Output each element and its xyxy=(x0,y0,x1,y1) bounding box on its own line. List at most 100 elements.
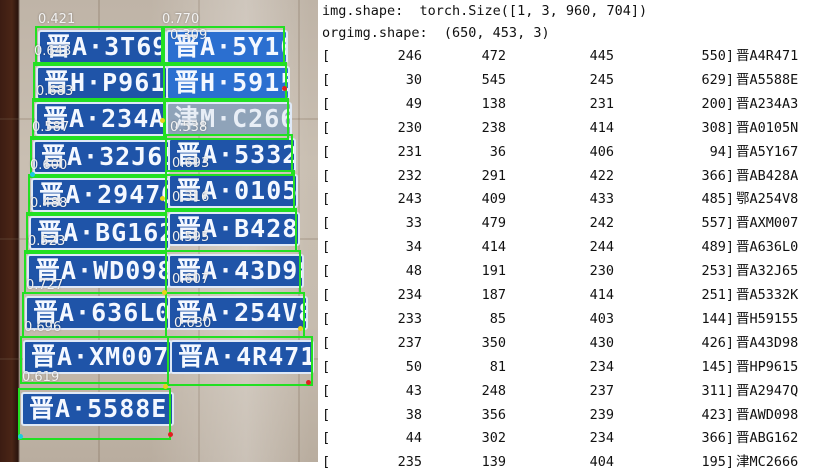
bbox-y1-value: 238 xyxy=(481,119,506,136)
bbox-x2-value: 414 xyxy=(589,287,614,303)
license-plate: 晋A·BG162 xyxy=(29,216,170,250)
row-bracket: [ xyxy=(322,358,331,375)
license-plate: 晋A·XM007 xyxy=(23,340,172,374)
detection-row: [33 479 242 557] 晋AXM007 xyxy=(322,212,812,236)
row-bracket: [ xyxy=(322,167,331,184)
plate-number-text: 津MC2666 xyxy=(736,454,799,471)
confidence-score: 0.619 xyxy=(22,370,60,385)
bbox-y1-value: 138 xyxy=(481,95,506,112)
confidence-score: 0.607 xyxy=(172,272,210,287)
bbox-x2-value: 244 xyxy=(589,239,614,256)
keypoint-dot xyxy=(298,326,303,331)
row-bracket: [ xyxy=(322,143,331,160)
bbox-x2-value: 234 xyxy=(589,358,614,375)
confidence-score: 0.595 xyxy=(172,230,210,245)
plate-number-text: 晋AB428A xyxy=(736,167,799,184)
plate-number-text: 晋A0105N xyxy=(736,119,799,136)
license-plate: 晋A·WD098 xyxy=(27,254,170,288)
detection-row: [243 409 433 485] 鄂A254V8 xyxy=(322,188,812,212)
bbox-x2-value: 433 xyxy=(589,191,614,208)
bbox-y2-value: 145] xyxy=(701,358,734,375)
detection-row: [49 138 231 200] 晋A234A3 xyxy=(322,93,812,117)
row-bracket: [ xyxy=(322,310,331,327)
row-bracket: [ xyxy=(322,95,331,112)
detection-row: [233 85 403 144] 晋H59155 xyxy=(322,308,812,332)
bbox-y2-value: 423] xyxy=(701,406,734,423)
plate-number-text: 晋A5Y167 xyxy=(736,143,799,160)
bbox-x2-value: 414 xyxy=(589,119,614,136)
confidence-score: 0.630 xyxy=(174,316,212,331)
bbox-x2-value: 234 xyxy=(589,430,614,447)
plate-number-text: 晋A234A3 xyxy=(736,95,799,112)
keypoint-dot xyxy=(168,432,173,437)
bbox-y2-value: 489] xyxy=(701,239,734,256)
plate-number-text: 晋ABG162 xyxy=(736,430,799,447)
bbox-x1-value: 33 xyxy=(405,215,422,232)
keypoint-dot xyxy=(162,290,167,295)
confidence-score: 0.643 xyxy=(34,44,72,59)
confidence-score: 0.316 xyxy=(172,190,210,205)
row-bracket: [ xyxy=(322,406,331,423)
license-plate: 晋A·636L0 xyxy=(25,296,170,330)
row-bracket: [ xyxy=(322,119,331,136)
keypoint-dot xyxy=(18,434,23,439)
license-plate: 晋A·32J65 xyxy=(33,140,170,174)
row-bracket: [ xyxy=(322,215,331,232)
detection-row: [246 472 445 550] 晋A4R471 xyxy=(322,45,812,69)
detection-result-image: 晋A·3T690 晋H·P9615 晋A·234A3 晋A·32J65 晋A·2… xyxy=(0,0,318,462)
license-plate: 晋H·P9615 xyxy=(36,66,168,100)
bbox-x2-value: 406 xyxy=(589,143,614,160)
bbox-y2-value: 366] xyxy=(701,430,734,447)
bbox-y1-value: 291 xyxy=(481,167,506,184)
keypoint-dot xyxy=(282,86,287,91)
bbox-x2-value: 245 xyxy=(589,71,614,88)
confidence-score: 0.538 xyxy=(170,120,208,135)
license-plate: 晋A·5Y167 xyxy=(166,30,288,64)
bbox-y1-value: 414 xyxy=(481,239,506,256)
bbox-x2-value: 231 xyxy=(589,95,614,112)
row-bracket: [ xyxy=(322,191,331,208)
bbox-y2-value: 557] xyxy=(701,215,734,232)
bbox-y1-value: 356 xyxy=(481,406,506,423)
bbox-x1-value: 235 xyxy=(397,454,422,471)
keypoint-dot xyxy=(306,380,311,385)
bbox-x2-value: 430 xyxy=(589,334,614,351)
detection-row: [231 36 406 94] 晋A5Y167 xyxy=(322,141,812,165)
row-bracket: [ xyxy=(322,334,331,351)
bbox-y1-value: 350 xyxy=(481,334,506,351)
bbox-x1-value: 34 xyxy=(405,239,422,256)
row-bracket: [ xyxy=(322,430,331,447)
bbox-y1-value: 191 xyxy=(481,263,506,280)
bbox-y1-value: 248 xyxy=(481,382,506,399)
console-output: img.shape: torch.Size([1, 3, 960, 704]) … xyxy=(318,0,820,470)
license-plate: 晋A·234A3 xyxy=(35,102,169,136)
bbox-x1-value: 234 xyxy=(397,287,422,303)
keypoint-dot xyxy=(160,196,165,201)
detection-row: [237 350 430 426] 晋A43D98 xyxy=(322,332,812,356)
bbox-y2-value: 311] xyxy=(701,382,734,399)
detection-row: [34 414 244 489] 晋A636L0 xyxy=(322,236,812,260)
bbox-y1-value: 302 xyxy=(481,430,506,447)
bbox-y1-value: 81 xyxy=(489,358,506,375)
bbox-x1-value: 48 xyxy=(405,263,422,280)
keypoint-dot xyxy=(160,118,165,123)
bbox-x2-value: 422 xyxy=(589,167,614,184)
bbox-y1-value: 479 xyxy=(481,215,506,232)
bbox-x1-value: 232 xyxy=(397,167,422,184)
confidence-score: 0.488 xyxy=(30,196,68,211)
plate-number-text: 晋A5588E xyxy=(736,71,799,88)
bbox-y2-value: 308] xyxy=(701,119,734,136)
detection-row: [43 248 237 311] 晋A2947Q xyxy=(322,380,812,404)
bbox-x1-value: 38 xyxy=(405,406,422,423)
row-bracket: [ xyxy=(322,239,331,256)
bbox-y1-value: 85 xyxy=(489,310,506,327)
plate-number-text: 鄂A254V8 xyxy=(736,191,799,208)
bbox-x2-value: 239 xyxy=(589,406,614,423)
bbox-x1-value: 43 xyxy=(405,382,422,399)
confidence-score: 0.683 xyxy=(36,84,74,99)
row-bracket: [ xyxy=(322,287,331,303)
row-bracket: [ xyxy=(322,71,331,88)
license-plate: 晋A·B428A xyxy=(168,212,300,246)
detection-row: [234 187 414 251] 晋A5332K xyxy=(322,284,812,308)
